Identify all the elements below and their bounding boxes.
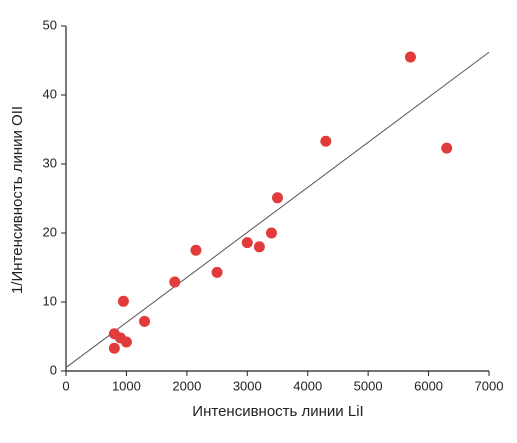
x-tick-label: 1000 [112,378,141,393]
y-axis-title: 1/Интенсивность линии OII [9,106,26,294]
point [441,142,453,154]
point [120,336,132,348]
point [190,244,202,256]
y-tick-label: 0 [50,362,57,377]
x-tick-label: 6000 [414,378,443,393]
x-tick-label: 3000 [233,378,262,393]
point [253,241,265,253]
point [404,51,416,63]
x-tick-label: 2000 [172,378,201,393]
point [211,266,223,278]
x-tick-label: 7000 [475,378,504,393]
point [169,276,181,288]
point [320,135,332,147]
point [272,192,283,204]
x-tick-label: 4000 [293,378,322,393]
y-tick-label: 20 [43,224,57,239]
x-tick-label: 0 [62,378,69,393]
x-tick-label: 5000 [354,378,383,393]
fit-line [65,51,490,368]
y-tick-label: 40 [43,86,57,101]
point [117,295,129,307]
y-tick-label: 10 [43,293,57,308]
point [139,315,151,327]
point [108,342,120,354]
point [241,237,253,249]
y-tick-label: 50 [43,17,57,32]
point [265,227,277,239]
y-tick-label: 30 [43,155,57,170]
x-axis-title: Интенсивность линии LiI [192,403,363,420]
